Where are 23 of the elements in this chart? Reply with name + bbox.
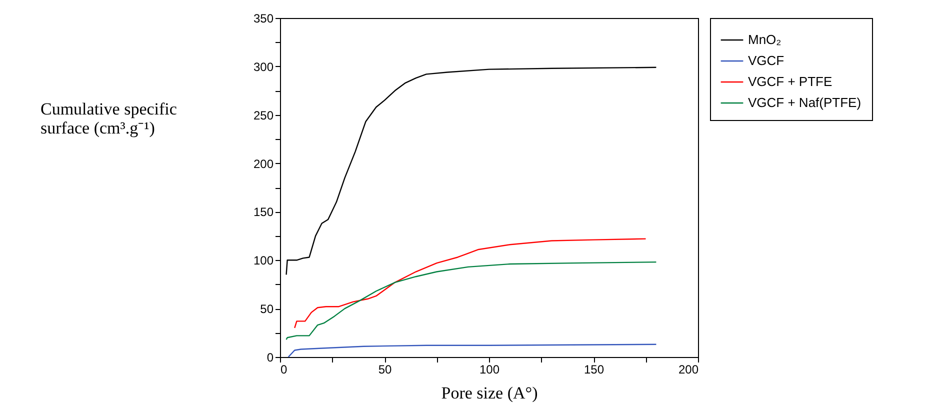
line-series: [294, 238, 646, 329]
x-tick-label: 100: [479, 362, 500, 376]
x-tick-label: 0: [280, 362, 288, 376]
x-tick-label: 200: [678, 362, 699, 376]
y-tick-label: 350: [253, 12, 274, 26]
y-axis-title: Cumulative specific surface (cm³.g⁻¹): [40, 100, 178, 138]
line-series: [286, 66, 657, 276]
y-tick-label: 100: [253, 254, 274, 268]
x-axis-title: Pore size (A°): [441, 384, 538, 402]
x-tick-label: 150: [584, 362, 604, 376]
y-tick-label: 50: [260, 302, 274, 316]
y-tick-label: 0: [266, 350, 274, 364]
y-tick-label: 250: [253, 108, 274, 122]
y-tick-label: 300: [253, 60, 274, 74]
legend-label: VGCF: [748, 53, 784, 68]
line-series: [286, 261, 657, 340]
x-tick-label: 50: [378, 362, 392, 376]
y-tick-label: 200: [253, 156, 274, 171]
legend-label: MnO₂: [748, 32, 782, 47]
line-series: [288, 344, 657, 358]
legend-label: VGCF + Naf(PTFE): [748, 95, 862, 110]
y-tick-label: 150: [253, 205, 274, 220]
legend-label: VGCF + PTFE: [748, 74, 832, 89]
